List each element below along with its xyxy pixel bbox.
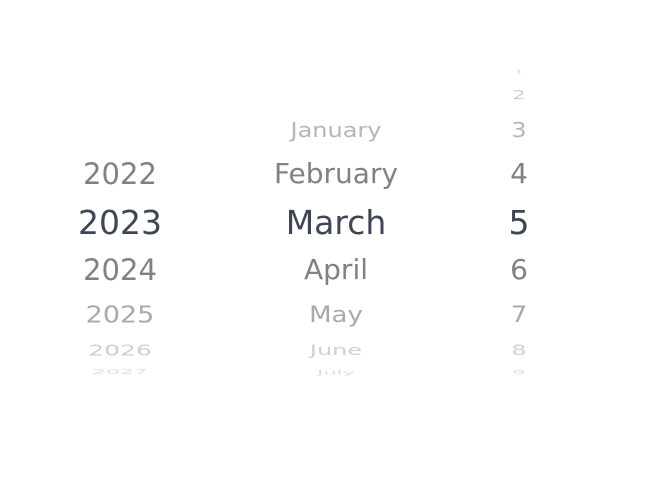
- date-picker[interactable]: 2022 2023 2024 2025 2026 2027 January Fe…: [0, 0, 646, 502]
